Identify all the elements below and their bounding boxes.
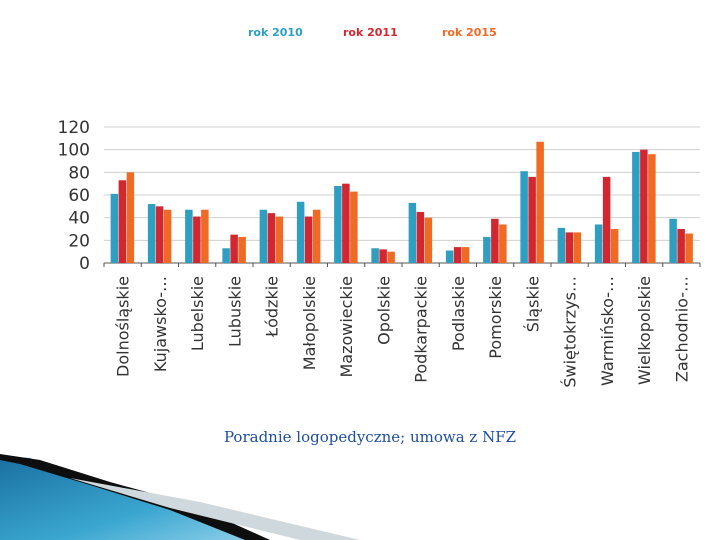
- x-category-label: Kujawsko-…: [151, 276, 170, 372]
- x-category-label: Lubelskie: [188, 276, 207, 351]
- y-tick-label: 120: [58, 118, 90, 138]
- bar-rok-2010-9: [445, 250, 454, 263]
- bar-rok-2015-14: [648, 154, 656, 263]
- bar-rok-2015-2: [201, 209, 209, 263]
- bar-rok-2011-14: [640, 149, 648, 263]
- bar-rok-2010-15: [669, 218, 677, 263]
- bar-rok-2010-14: [632, 151, 640, 263]
- x-category-label: Warmińsko-…: [598, 276, 617, 386]
- bar-rok-2011-6: [342, 183, 350, 263]
- y-tick-label: 60: [68, 186, 90, 206]
- bar-rok-2010-4: [259, 209, 268, 263]
- bar-rok-2010-0: [110, 193, 119, 263]
- bar-rok-2010-8: [408, 202, 417, 263]
- bar-rok-2015-1: [163, 209, 172, 263]
- legend-item-rok-2010: rok 2010: [248, 26, 303, 39]
- x-category-label: Wielkopolskie: [635, 276, 654, 385]
- y-tick-label: 0: [79, 254, 90, 274]
- bar-rok-2011-2: [193, 216, 201, 263]
- legend-item-rok-2015: rok 2015: [442, 26, 497, 39]
- bar-rok-2011-8: [416, 212, 425, 263]
- bar-rok-2015-13: [610, 229, 619, 263]
- x-category-label: Lubuskie: [225, 276, 244, 347]
- bar-rok-2015-5: [312, 209, 321, 263]
- bar-rok-2011-13: [602, 176, 611, 263]
- decorative-corner-graphic: [0, 454, 360, 540]
- bar-rok-2011-10: [491, 218, 499, 263]
- x-category-label: Świętokrzys…: [561, 276, 580, 388]
- bar-rok-2010-1: [147, 204, 156, 263]
- x-category-label: Małopolskie: [300, 276, 319, 370]
- bar-rok-2011-3: [230, 234, 238, 263]
- bar-rok-2011-5: [304, 216, 313, 263]
- y-tick-label: 20: [68, 231, 90, 251]
- bar-rok-2015-10: [499, 224, 507, 263]
- bar-rok-2010-6: [334, 185, 342, 263]
- bar-rok-2010-11: [520, 171, 528, 263]
- bar-rok-2011-15: [677, 229, 685, 263]
- bar-rok-2011-1: [155, 206, 164, 263]
- bar-rok-2010-5: [296, 201, 305, 263]
- bar-rok-2015-15: [685, 233, 693, 263]
- y-tick-label: 80: [68, 163, 90, 183]
- bar-rok-2015-0: [126, 172, 135, 263]
- legend-item-rok-2011: rok 2011: [343, 26, 398, 39]
- x-category-label: Łódzkie: [263, 276, 282, 338]
- x-category-label: Dolnośląskie: [114, 276, 133, 377]
- x-category-label: Pomorskie: [486, 276, 505, 359]
- bar-rok-2015-12: [573, 232, 582, 263]
- bar-rok-2010-2: [185, 209, 193, 263]
- bar-rok-2015-6: [350, 191, 358, 263]
- bar-rok-2015-11: [536, 141, 544, 263]
- bar-rok-2011-7: [379, 249, 387, 263]
- bar-rok-2010-3: [222, 248, 230, 263]
- bar-rok-2010-13: [594, 224, 603, 263]
- bar-rok-2010-10: [483, 236, 491, 263]
- bar-rok-2015-8: [424, 217, 433, 263]
- bar-rok-2010-12: [557, 227, 566, 263]
- chart-caption: Poradnie logopedyczne; umowa z NFZ: [223, 428, 517, 446]
- bar-rok-2011-9: [453, 247, 462, 263]
- x-category-label: Podlaskie: [449, 276, 468, 351]
- bar-rok-2015-7: [387, 251, 395, 263]
- x-category-label: Mazowieckie: [337, 276, 356, 378]
- x-category-label: Zachodnio-…: [672, 276, 691, 382]
- bar-rok-2011-12: [565, 232, 574, 263]
- y-tick-label: 100: [58, 141, 90, 161]
- chart-legend: rok 2010 rok 2011 rok 2015: [0, 26, 720, 42]
- bar-rok-2011-11: [528, 176, 536, 263]
- bar-rok-2010-7: [371, 248, 379, 263]
- y-tick-label: 40: [68, 209, 90, 229]
- bar-rok-2011-4: [267, 213, 276, 263]
- x-category-label: Opolskie: [374, 276, 393, 345]
- bar-rok-2011-0: [118, 180, 127, 263]
- bar-rok-2015-3: [238, 236, 246, 263]
- x-category-label: Śląskie: [523, 276, 542, 332]
- bar-rok-2015-4: [275, 216, 284, 263]
- bar-rok-2015-9: [461, 247, 470, 263]
- x-category-label: Podkarpackie: [412, 276, 431, 383]
